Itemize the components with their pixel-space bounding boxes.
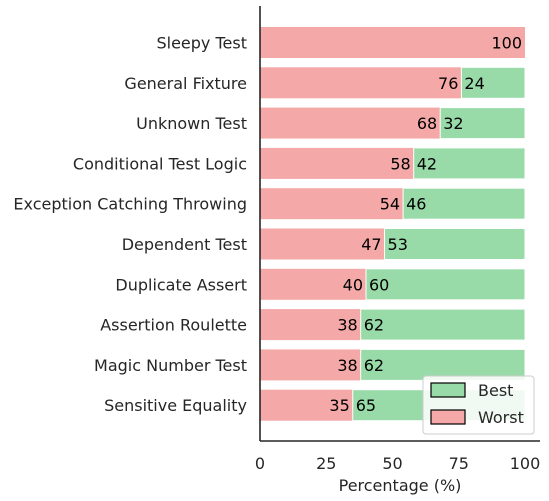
legend-label-best: Best bbox=[478, 381, 513, 400]
bar-worst-general-fixture bbox=[260, 67, 462, 99]
x-tick-label-100: 100 bbox=[510, 454, 541, 473]
category-label-assertion-roulette: Assertion Roulette bbox=[100, 316, 247, 335]
data-label-worst-sleepy-test: 100 bbox=[491, 34, 522, 53]
bar-worst-assertion-roulette bbox=[260, 309, 361, 341]
legend-label-worst: Worst bbox=[478, 408, 524, 427]
bar-best-magic-number-test bbox=[360, 348, 526, 381]
category-label-unknown-test: Unknown Test bbox=[136, 114, 247, 133]
bar-best-conditional-test-logic bbox=[413, 147, 526, 180]
category-label-exception-catching-throwing: Exception Catching Throwing bbox=[13, 195, 247, 214]
x-tick-label-75: 75 bbox=[449, 454, 469, 473]
bar-best-dependent-test bbox=[384, 228, 526, 260]
category-labels-layer: Sleepy Test General Fixture Unknown Test Co… bbox=[13, 34, 247, 416]
category-label-magic-number-test: Magic Number Test bbox=[94, 356, 247, 375]
category-label-dependent-test: Dependent Test bbox=[122, 235, 247, 254]
bar-worst-exception-catching-throwing bbox=[260, 188, 404, 220]
category-label-general-fixture: General Fixture bbox=[124, 74, 247, 93]
bar-best-assertion-roulette bbox=[360, 308, 526, 341]
x-tick-labels-layer: 0 25 50 75 100 bbox=[255, 454, 540, 473]
data-label-worst-duplicate-assert: 40 bbox=[343, 275, 363, 294]
bar-worst-conditional-test-logic bbox=[260, 147, 414, 179]
data-label-worst-assertion-roulette: 38 bbox=[337, 316, 357, 335]
data-label-best-exception-catching-throwing: 46 bbox=[406, 195, 426, 214]
x-tick-label-25: 25 bbox=[316, 454, 336, 473]
bar-labels-layer: 100 76 24 68 32 58 42 54 46 47 53 40 60 38 62 38 62 35 65 bbox=[329, 34, 522, 416]
data-label-worst-magic-number-test: 38 bbox=[337, 356, 357, 375]
bar-best-duplicate-assert bbox=[365, 268, 526, 301]
legend: Best Worst bbox=[422, 375, 535, 435]
bar-best-general-fixture bbox=[460, 66, 526, 99]
category-label-sleepy-test: Sleepy Test bbox=[156, 34, 247, 53]
data-label-worst-conditional-test-logic: 58 bbox=[390, 154, 410, 173]
bar-best-unknown-test bbox=[439, 107, 526, 140]
bar-worst-sleepy-test bbox=[260, 27, 525, 58]
data-label-best-magic-number-test: 62 bbox=[364, 356, 384, 375]
bars-layer bbox=[260, 27, 526, 422]
bar-worst-dependent-test bbox=[260, 228, 385, 260]
x-tick-label-50: 50 bbox=[382, 454, 402, 473]
data-label-best-sensitive-equality: 65 bbox=[356, 396, 376, 415]
bar-best-exception-catching-throwing bbox=[402, 187, 526, 220]
data-label-best-general-fixture: 24 bbox=[464, 74, 484, 93]
legend-swatch-best bbox=[430, 382, 466, 398]
data-label-worst-sensitive-equality: 35 bbox=[329, 396, 349, 415]
data-label-best-duplicate-assert: 60 bbox=[369, 275, 389, 294]
legend-swatch-worst bbox=[430, 409, 466, 425]
data-label-best-dependent-test: 53 bbox=[388, 235, 408, 254]
bar-worst-duplicate-assert bbox=[260, 268, 366, 300]
data-label-worst-general-fixture: 76 bbox=[438, 74, 458, 93]
data-label-worst-unknown-test: 68 bbox=[417, 114, 437, 133]
bar-worst-magic-number-test bbox=[260, 349, 361, 381]
data-label-best-conditional-test-logic: 42 bbox=[417, 154, 437, 173]
data-label-worst-dependent-test: 47 bbox=[361, 235, 381, 254]
category-label-conditional-test-logic: Conditional Test Logic bbox=[73, 154, 247, 173]
data-label-best-assertion-roulette: 62 bbox=[364, 316, 384, 335]
bar-worst-sensitive-equality bbox=[260, 389, 353, 421]
category-label-sensitive-equality: Sensitive Equality bbox=[104, 396, 247, 415]
x-axis-title: Percentage (%) bbox=[339, 476, 462, 495]
data-label-worst-exception-catching-throwing: 54 bbox=[380, 195, 400, 214]
data-label-best-unknown-test: 32 bbox=[443, 114, 463, 133]
category-label-duplicate-assert: Duplicate Assert bbox=[115, 275, 247, 294]
bar-worst-unknown-test bbox=[260, 107, 441, 139]
x-tick-label-0: 0 bbox=[255, 454, 265, 473]
